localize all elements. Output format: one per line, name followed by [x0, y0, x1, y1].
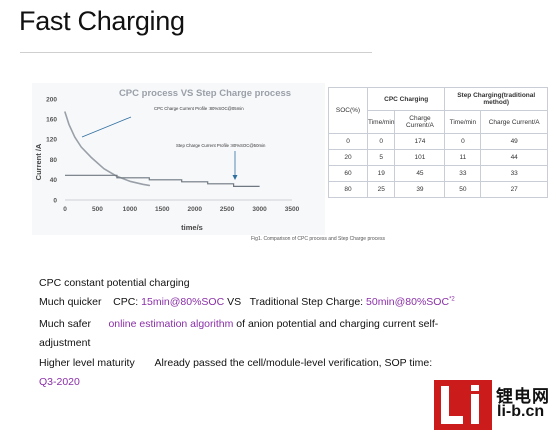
watermark-logo: Li	[434, 380, 492, 430]
table-group-header-step: Step Charging(traditional method)	[444, 87, 548, 111]
table-cell: 0	[328, 133, 368, 150]
table-cell: 0	[444, 133, 482, 150]
step-label-arrowhead	[232, 175, 238, 180]
cpc-series-line	[64, 111, 151, 187]
table-cell: 80	[328, 181, 368, 198]
sop-time-value: Q3-2020	[39, 376, 80, 388]
table-row: 80 25 39 50 27	[328, 181, 548, 198]
table-cell: 0	[366, 133, 396, 150]
watermark-url: li-b.cn	[497, 403, 545, 420]
charging-comparison-table: SOC(%) CPC Charging Step Charging(tradit…	[328, 87, 548, 198]
step-series-label: Step Charge Current Profile :80%SOC@50mi…	[176, 143, 266, 148]
cpc-series-label: CPC Charge Current Profile :80%SOC@05min	[154, 106, 244, 111]
y-tick-label: 40	[50, 177, 58, 184]
traditional-label: Traditional Step Charge:	[249, 296, 364, 308]
table-subheader: Time/min	[444, 110, 482, 134]
y-tick-label: 160	[46, 117, 57, 124]
table-cell: 25	[366, 181, 396, 198]
y-tick-label: 0	[53, 197, 57, 204]
algorithm-text: online estimation algorithm	[108, 318, 234, 330]
y-tick-label: 80	[50, 157, 58, 164]
table-cell: 50	[444, 181, 482, 198]
table-cell: 39	[394, 181, 446, 198]
watermark-name: 锂电网	[496, 387, 550, 406]
y-tick-label: 200	[46, 96, 57, 103]
table-cell: 27	[480, 181, 548, 198]
cpc-value: 15min@80%SOC	[141, 296, 225, 308]
bullet-safer-continued: adjustment	[39, 337, 91, 349]
bullet-cpc-charging: CPC constant potential charging	[39, 277, 190, 289]
cpc-label-pointer	[81, 116, 132, 138]
x-tick-label: 3000	[252, 206, 267, 213]
table-subheader: Time/min	[366, 110, 396, 134]
table-subheader: Charge Current/A	[394, 110, 446, 134]
table-cell: 5	[366, 149, 396, 166]
table-cell: 101	[394, 149, 446, 166]
table-cell: 44	[480, 149, 548, 166]
table-cell: 33	[444, 165, 482, 182]
footnote-marker: *2	[449, 296, 455, 303]
current-vs-time-chart: CPC process VS Step Charge process 0 500 1…	[34, 88, 300, 232]
x-axis-label: time/s	[181, 223, 203, 232]
table-group-header-cpc: CPC Charging	[366, 87, 446, 111]
maturity-detail: Already passed the cell/module-level ver…	[154, 357, 433, 369]
maturity-label: Higher level maturity	[39, 357, 135, 369]
x-tick-label: 2500	[220, 206, 235, 213]
chart-title: CPC process VS Step Charge process	[119, 88, 291, 99]
table-cell: 49	[480, 133, 548, 150]
table-cell: 19	[366, 165, 396, 182]
title-divider	[20, 52, 372, 53]
bullet-much-safer: Much safer online estimation algorithm o…	[39, 318, 438, 330]
safer-label: Much safer	[39, 318, 91, 330]
step-series-line	[65, 174, 260, 188]
table-corner-header: SOC(%)	[328, 87, 368, 134]
chart-panel	[32, 83, 325, 235]
table-cell: 174	[394, 133, 446, 150]
vs-label: VS	[227, 296, 242, 308]
chart-series-labels: CPC Charge Current Profile :80%SOC@05min…	[81, 106, 266, 180]
table-subheader: Charge Current/A	[480, 110, 548, 134]
x-tick-label: 0	[63, 206, 67, 213]
chart-series	[64, 111, 260, 188]
table-row: 0 0 174 0 49	[328, 133, 548, 150]
table-cell: 33	[480, 165, 548, 182]
y-axis-label: Current /A	[34, 143, 43, 180]
y-tick-label: 120	[46, 137, 57, 144]
traditional-value: 50min@80%SOC	[366, 296, 450, 308]
x-tick-label: 3500	[285, 206, 300, 213]
x-tick-label: 500	[92, 206, 103, 213]
quicker-label: Much quicker	[39, 296, 102, 308]
figure-caption: Fig1. Comparison of CPC process and Step…	[251, 236, 385, 242]
table-cell: 20	[328, 149, 368, 166]
slide-title: Fast Charging	[19, 6, 185, 36]
x-tick-label: 1000	[123, 206, 138, 213]
x-tick-label: 2000	[187, 206, 202, 213]
chart-ticks: 0 500 1000 1500 2000 2500 3000 3500 0 40 80 120 160 2…	[46, 96, 299, 213]
safer-detail: of anion potential and charging current …	[236, 318, 439, 330]
bullet-maturity: Higher level maturity Already passed the…	[39, 357, 432, 369]
li-logo-icon: Li	[441, 385, 479, 424]
table-row: 60 19 45 33 33	[328, 165, 548, 182]
table-row: 20 5 101 11 44	[328, 149, 548, 166]
table-cell: 11	[444, 149, 482, 166]
cpc-label: CPC:	[113, 296, 139, 308]
table-cell: 45	[394, 165, 446, 182]
x-tick-label: 1500	[155, 206, 170, 213]
bullet-much-quicker: Much quicker CPC: 15min@80%SOC VS Tradit…	[39, 296, 455, 308]
table-cell: 60	[328, 165, 368, 182]
